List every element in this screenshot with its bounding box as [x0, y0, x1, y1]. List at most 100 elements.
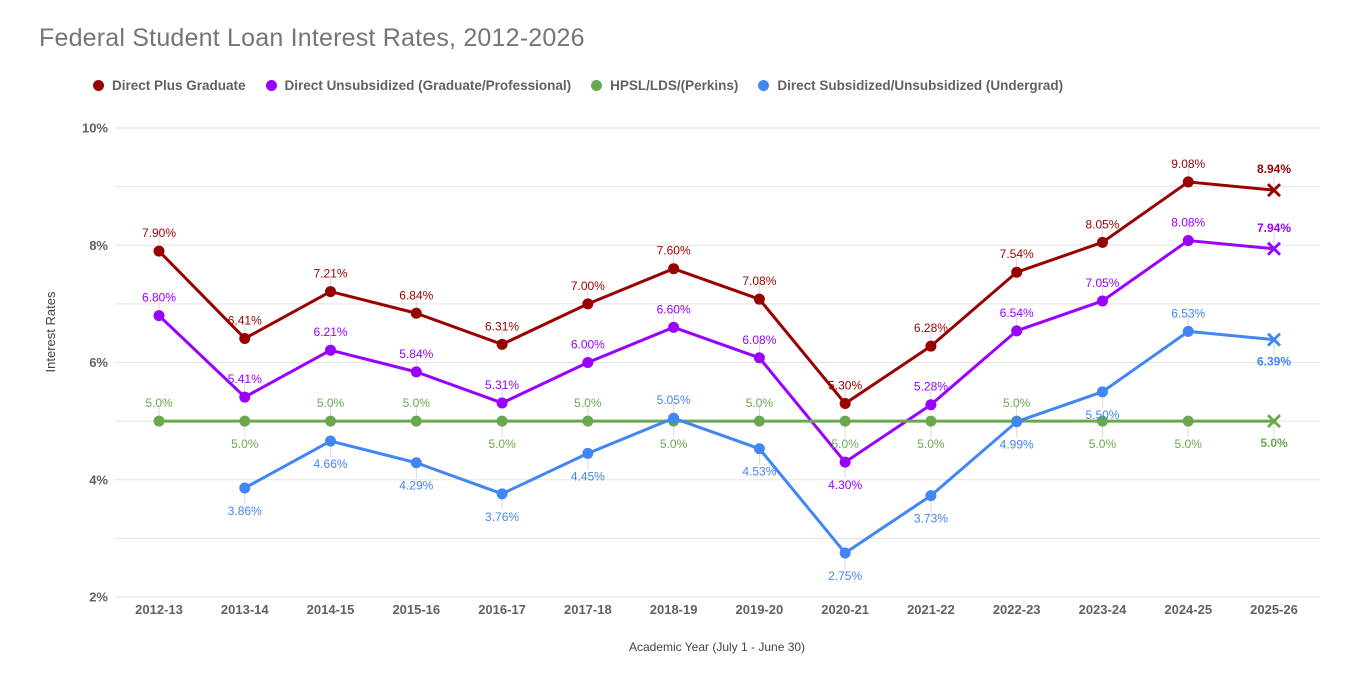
data-point [1011, 266, 1023, 278]
data-point [239, 482, 251, 494]
data-label: 7.08% [742, 274, 776, 288]
data-point [925, 415, 937, 427]
x-axis-ticks: 2012-13 2013-14 2014-15 2015-16 2016-17 2017-… [135, 602, 1298, 617]
data-label: 5.31% [485, 378, 519, 392]
data-label: 4.66% [314, 457, 348, 471]
data-point [582, 298, 594, 310]
data-label: 6.53% [1171, 306, 1205, 320]
x-tick-label: 2020-21 [821, 602, 869, 617]
series-line [157, 180, 1276, 406]
data-point [325, 415, 337, 427]
data-label: 5.0% [660, 437, 688, 451]
data-label: 7.21% [314, 267, 348, 281]
data-label: 7.54% [1000, 247, 1034, 261]
legend-dot-icon [758, 80, 770, 91]
data-point [153, 415, 165, 427]
legend-item-3: Direct Subsidized/Unsubsidized (Undergra… [758, 78, 1063, 93]
x-tick-label: 2014-15 [307, 602, 355, 617]
x-tick-label: 2022-23 [993, 602, 1041, 617]
data-label: 6.80% [142, 291, 176, 305]
data-label: 5.0% [488, 437, 516, 451]
series-3: 3.86% 4.66% 4.29% 3.76% 4.45% 5.05% 4.53% 2.75%… [228, 306, 1292, 583]
y-tick-label: 2% [89, 590, 108, 605]
legend-label: Direct Unsubsidized (Graduate/Profession… [284, 78, 572, 93]
legend-label: Direct Plus Graduate [112, 78, 246, 93]
data-point [1096, 295, 1108, 307]
data-label: 3.86% [228, 504, 262, 518]
x-marker [1267, 241, 1281, 256]
data-point [1182, 325, 1194, 337]
data-point [496, 397, 508, 409]
data-point [496, 338, 508, 350]
y-tick-label: 8% [89, 238, 108, 253]
data-point [839, 398, 851, 410]
gridlines [115, 127, 1320, 598]
data-label: 6.60% [657, 302, 691, 316]
data-point [668, 321, 680, 333]
data-label: 5.0% [317, 396, 345, 410]
x-tick-label: 2021-22 [907, 602, 955, 617]
data-point [1096, 236, 1108, 248]
x-tick-label: 2012-13 [135, 602, 183, 617]
x-axis-title: Academic Year (July 1 - June 30) [629, 640, 805, 654]
series-line [157, 239, 1276, 464]
series-2: 5.0% 5.0% 5.0% 5.0% 5.0% 5.0% 5.0% 5.0% 5.0% 5.0%… [145, 396, 1288, 451]
data-point [410, 415, 422, 427]
data-point [1011, 416, 1023, 428]
data-label: 5.0% [746, 396, 774, 410]
data-point [668, 263, 680, 275]
x-marker [1267, 332, 1281, 347]
data-point [753, 443, 765, 455]
data-point [239, 391, 251, 403]
x-tick-label: 2024-25 [1164, 602, 1212, 617]
data-point [1096, 415, 1108, 427]
data-label: 7.90% [142, 226, 176, 240]
data-label: 4.30% [828, 478, 862, 492]
data-point [1011, 325, 1023, 337]
y-tick-label: 4% [89, 472, 108, 487]
data-point [496, 488, 508, 500]
data-label: 7.60% [657, 244, 691, 258]
data-point [753, 293, 765, 305]
data-point [410, 307, 422, 319]
data-point [239, 415, 251, 427]
legend-label: Direct Subsidized/Unsubsidized (Undergra… [777, 78, 1064, 93]
data-label: 8.08% [1171, 216, 1205, 230]
x-tick-label: 2018-19 [650, 602, 698, 617]
data-label: 5.0% [1260, 436, 1288, 450]
legend-dot-icon [93, 80, 104, 91]
data-point [1182, 235, 1194, 247]
data-label: 6.00% [571, 338, 605, 352]
data-label: 6.21% [314, 325, 348, 339]
data-label: 5.0% [831, 437, 859, 451]
data-point [582, 415, 594, 427]
y-axis-ticks: 2% 4% 6% 8% 10% [82, 121, 108, 605]
data-point [1182, 176, 1194, 188]
data-label: 5.41% [228, 372, 262, 386]
data-label: 8.94% [1257, 162, 1291, 176]
data-label: 6.08% [742, 333, 776, 347]
data-point [153, 245, 165, 257]
data-point [153, 310, 165, 322]
data-point [582, 357, 594, 368]
data-label: 6.31% [485, 319, 519, 333]
data-point [753, 415, 765, 427]
data-label: 6.28% [914, 321, 948, 335]
chart-legend: Direct Plus Graduate Direct Unsubsidized … [93, 78, 1063, 93]
data-label: 4.29% [399, 479, 433, 493]
data-label: 4.53% [742, 465, 776, 479]
data-label: 5.0% [917, 437, 945, 451]
legend-item-0: Direct Plus Graduate [93, 78, 246, 93]
data-label: 7.94% [1257, 221, 1291, 235]
plot-area: 2%4%6%8%10%2012-13 2013-14 2014-15 2015-16 2… [82, 121, 1320, 617]
data-label: 5.05% [657, 393, 691, 407]
x-tick-label: 2019-20 [736, 602, 784, 617]
data-point [668, 412, 680, 424]
data-point [839, 547, 851, 559]
data-label: 6.39% [1257, 355, 1291, 369]
data-label: 5.0% [1003, 396, 1031, 410]
data-label: 5.0% [1175, 437, 1203, 451]
data-point [925, 399, 937, 411]
